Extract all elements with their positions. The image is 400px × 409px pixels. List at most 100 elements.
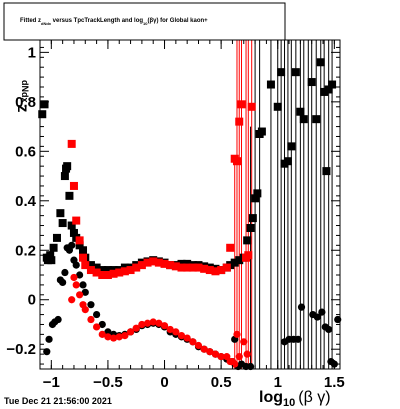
- data-point-square: [65, 191, 74, 200]
- data-point-circle: [93, 310, 101, 319]
- data-point-circle: [240, 338, 248, 346]
- axis-layer: −1 −0.5 0 0.5 1 1.5 −0.2 0 0.2 0.4 0.6 0.8 1: [6, 40, 345, 391]
- data-point-circle: [76, 291, 84, 299]
- data-point-circle: [172, 328, 180, 336]
- data-point-square: [67, 221, 76, 230]
- data-point-square: [226, 243, 235, 252]
- data-point-square: [248, 214, 257, 223]
- data-point-circle: [177, 332, 186, 340]
- data-point-circle: [68, 296, 76, 304]
- data-point-square: [58, 219, 67, 228]
- title-part-sub2: 10: [143, 21, 148, 26]
- data-point-square: [283, 157, 292, 166]
- data-point-square: [46, 251, 55, 260]
- data-point-circle: [68, 241, 76, 249]
- data-point-square: [307, 78, 316, 87]
- data-point-square: [49, 243, 58, 252]
- data-point-circle: [313, 313, 321, 321]
- data-point-square: [324, 85, 333, 94]
- data-point-square: [251, 194, 260, 203]
- data-point-square: [75, 241, 84, 250]
- title-part-main: Fitted z: [20, 18, 41, 24]
- data-point-square: [257, 127, 266, 136]
- y-axis-title: dNdx z: [14, 80, 31, 113]
- data-point-square: [103, 266, 112, 275]
- data-point-circle: [87, 301, 95, 309]
- x-tick-label: 0: [160, 374, 168, 391]
- data-point-square: [149, 257, 158, 266]
- data-point-square: [200, 264, 209, 273]
- data-layer: [38, 40, 342, 371]
- data-point-square: [52, 233, 61, 242]
- data-point-square: [166, 261, 175, 270]
- data-point-square: [56, 209, 65, 218]
- data-point-square: [72, 216, 81, 225]
- data-point-square: [322, 167, 331, 176]
- data-point-circle: [138, 320, 146, 329]
- data-point-square: [235, 117, 244, 126]
- data-point-square: [63, 162, 72, 171]
- y-tick-label: 0.6: [15, 143, 36, 160]
- data-point-circle: [243, 350, 251, 358]
- x-axis-title-main: log: [259, 389, 283, 406]
- data-point-square: [320, 87, 329, 96]
- data-point-square: [160, 259, 169, 268]
- data-point-square: [177, 263, 186, 272]
- data-point-square: [287, 142, 296, 151]
- data-point-square: [243, 236, 252, 245]
- data-point-circle: [70, 273, 78, 282]
- data-point-square: [67, 139, 76, 148]
- data-point-circle: [98, 320, 106, 329]
- data-point-square: [230, 258, 239, 267]
- chart-title: Fitted zdNdx versus TpcTrackLength and l…: [20, 18, 208, 26]
- data-point-circle: [93, 323, 101, 331]
- data-point-square: [188, 263, 197, 272]
- data-point-square: [291, 68, 300, 77]
- data-point-square: [316, 58, 325, 67]
- x-axis-title-tail: (β γ): [298, 389, 330, 406]
- data-point-square: [194, 263, 203, 272]
- data-point-square: [92, 268, 101, 277]
- data-point-circle: [233, 330, 241, 338]
- data-point-square: [328, 80, 337, 89]
- data-point-circle: [155, 319, 163, 327]
- data-point-square: [115, 268, 124, 277]
- data-point-square: [143, 258, 152, 267]
- title-part-sub1: dNdx: [41, 21, 52, 26]
- data-point-square: [69, 181, 78, 190]
- data-point-square: [120, 267, 129, 276]
- y-axis-title-sub: dNdx: [20, 80, 30, 103]
- data-point-circle: [115, 333, 123, 341]
- data-point-circle: [61, 268, 69, 277]
- data-point-circle: [318, 308, 326, 316]
- data-point-square: [217, 266, 226, 275]
- data-point-circle: [211, 350, 220, 358]
- data-point-square: [92, 263, 101, 272]
- footer-timestamp: Tue Dec 21 21:56:00 2021: [4, 396, 112, 406]
- data-point-circle: [246, 362, 255, 371]
- title-part-tail: (βγ) for Global kaon+: [147, 18, 208, 24]
- data-point-square: [183, 263, 192, 272]
- data-point-square: [266, 80, 275, 89]
- data-point-square: [81, 261, 90, 270]
- data-point-circle: [189, 338, 197, 346]
- data-point-circle: [166, 325, 174, 334]
- svg-text:dNdxz: dNdx z: [14, 80, 31, 113]
- y-tick-label: 1: [28, 44, 36, 61]
- data-point-square: [222, 263, 231, 272]
- data-point-circle: [325, 325, 333, 334]
- data-point-circle: [235, 353, 243, 361]
- data-point-circle: [109, 334, 118, 342]
- data-point-circle: [87, 315, 95, 324]
- data-point-square: [98, 266, 107, 275]
- data-point-square: [75, 236, 84, 245]
- data-point-square: [154, 258, 163, 267]
- x-tick-label: 0.5: [211, 374, 232, 391]
- data-point-circle: [297, 303, 306, 311]
- x-axis-title: log10 (β γ): [259, 389, 331, 409]
- data-point-circle: [206, 348, 214, 356]
- data-point-square: [79, 253, 88, 262]
- x-tick-label: 1.5: [324, 374, 345, 391]
- data-point-circle: [43, 348, 51, 356]
